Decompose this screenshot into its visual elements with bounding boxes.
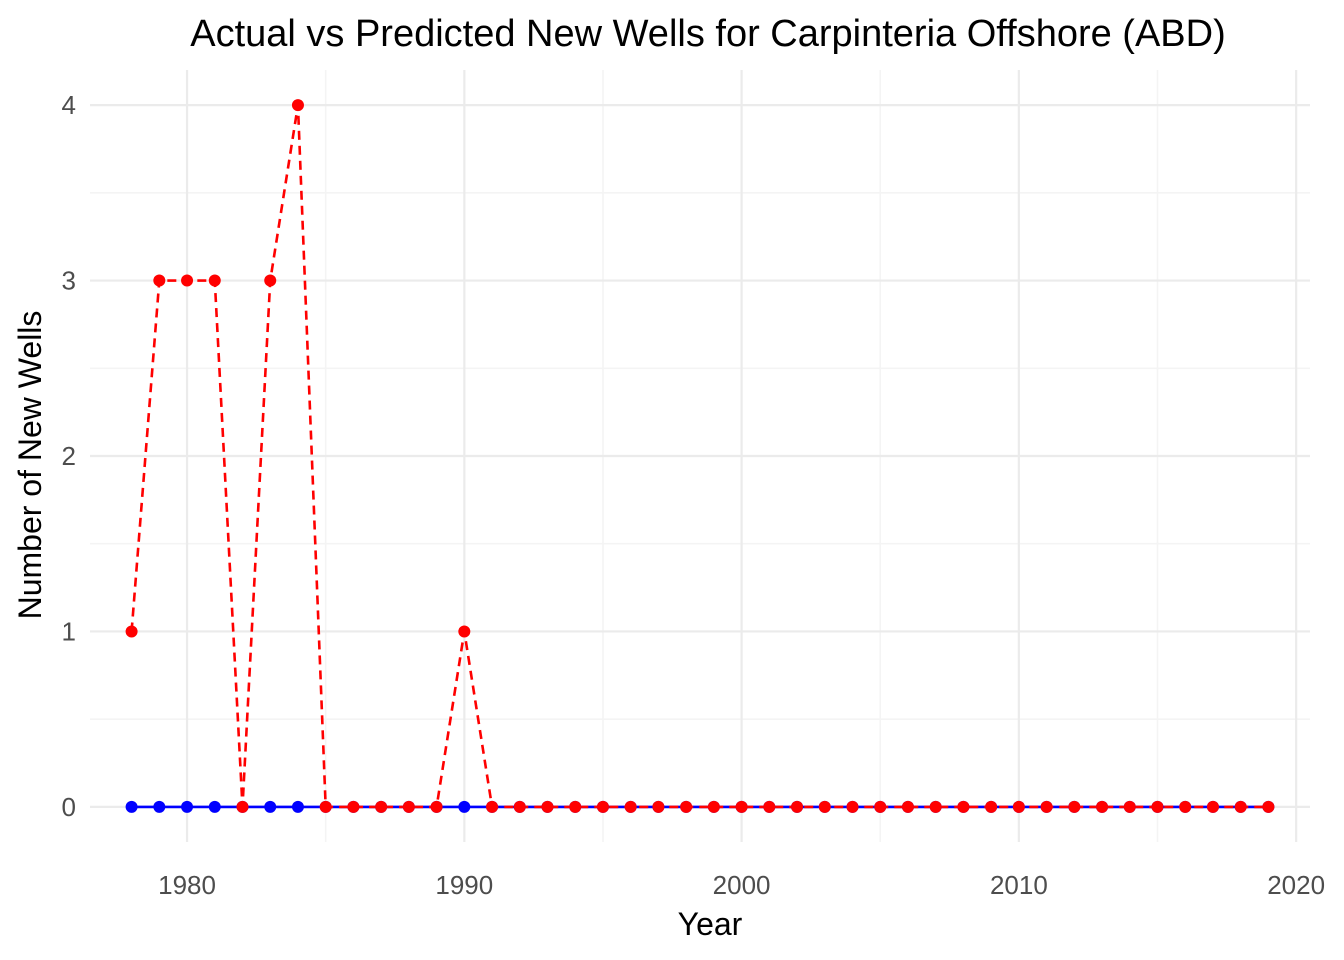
- series-2-point: [1179, 800, 1192, 813]
- series-2-point: [569, 800, 582, 813]
- y-tick-label: 2: [62, 441, 76, 471]
- series-2-point: [1096, 800, 1109, 813]
- series-2-point: [181, 274, 194, 287]
- series-2-point: [430, 800, 443, 813]
- x-tick-label: 2020: [1267, 870, 1325, 900]
- series-1-point: [125, 800, 138, 813]
- series-2-point: [402, 800, 415, 813]
- x-tick-label: 1980: [158, 870, 216, 900]
- points-layer: [125, 99, 1275, 813]
- y-tick-label: 1: [62, 616, 76, 646]
- x-tick-label: 2010: [990, 870, 1048, 900]
- y-tick-label: 3: [62, 266, 76, 296]
- x-tick-label: 2000: [713, 870, 771, 900]
- series-2-point: [985, 800, 998, 813]
- series-2-point: [791, 800, 804, 813]
- series-2-point: [1012, 800, 1025, 813]
- series-1-point: [291, 800, 304, 813]
- series-2-point: [1123, 800, 1136, 813]
- y-axis-ticks: 0 1 2 3 4: [62, 90, 76, 822]
- series-2-point: [319, 800, 332, 813]
- series-2-point: [1262, 800, 1275, 813]
- series-2-point: [513, 800, 526, 813]
- series-2-point: [929, 800, 942, 813]
- series-2-point: [486, 800, 499, 813]
- series-2-point: [680, 800, 693, 813]
- series-2-point: [347, 800, 360, 813]
- series-2-point: [375, 800, 388, 813]
- series-2-point: [264, 274, 277, 287]
- series-2-point: [846, 800, 859, 813]
- series-2-point: [735, 800, 748, 813]
- chart-title: Actual vs Predicted New Wells for Carpin…: [190, 13, 1226, 55]
- y-tick-label: 4: [62, 90, 76, 120]
- series-2-point: [763, 800, 776, 813]
- series-2-point: [707, 800, 720, 813]
- series-2-point: [541, 800, 554, 813]
- series-1-point: [208, 800, 221, 813]
- series-2-point: [125, 625, 138, 638]
- x-axis-title: Year: [678, 906, 743, 942]
- series-2-point: [153, 274, 166, 287]
- grid-lines: [90, 70, 1310, 842]
- series-2-point: [236, 800, 249, 813]
- series-2-point: [596, 800, 609, 813]
- series-2-point: [818, 800, 831, 813]
- x-tick-label: 1990: [435, 870, 493, 900]
- x-axis-ticks: 1980 1990 2000 2010 2020: [158, 870, 1325, 900]
- series-2-point: [1206, 800, 1219, 813]
- series-2-point: [652, 800, 665, 813]
- y-tick-label: 0: [62, 792, 76, 822]
- series-2-point: [1151, 800, 1164, 813]
- series-2-point: [874, 800, 887, 813]
- y-axis-title: Number of New Wells: [12, 311, 48, 620]
- series-2-point: [901, 800, 914, 813]
- series-2-point: [208, 274, 221, 287]
- series-1-point: [264, 800, 277, 813]
- series-2-point: [1234, 800, 1247, 813]
- series-2-point: [957, 800, 970, 813]
- series-2-point: [1068, 800, 1081, 813]
- series-2-point: [291, 99, 304, 112]
- series-1-point: [181, 800, 194, 813]
- series-1-point: [458, 800, 471, 813]
- series-2-point: [624, 800, 637, 813]
- series-1-point: [153, 800, 166, 813]
- series-2-point: [1040, 800, 1053, 813]
- series-2-point: [458, 625, 471, 638]
